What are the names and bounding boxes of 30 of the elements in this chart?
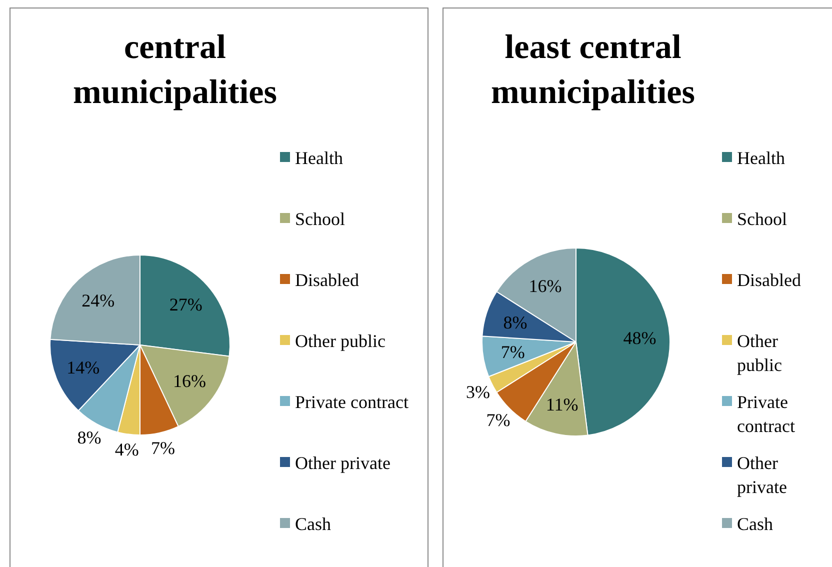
data-label: 8% [503, 312, 528, 332]
data-label: 16% [528, 276, 562, 296]
data-label: 11% [546, 394, 578, 414]
legend-label: Disabled [295, 270, 359, 290]
legend-label: Disabled [737, 270, 801, 290]
legend-label: Cash [737, 514, 773, 534]
legend-label: Health [737, 148, 785, 168]
legend-label: School [737, 209, 788, 229]
data-label: 7% [150, 438, 175, 458]
data-label: 4% [114, 439, 139, 460]
data-label: 7% [500, 342, 525, 362]
legend-label: School [295, 209, 346, 229]
legend-label: Cash [295, 514, 331, 534]
legend-label: Health [295, 148, 343, 168]
legend-label: Other public [737, 331, 782, 375]
data-label: 3% [466, 382, 490, 402]
data-label: 48% [623, 328, 656, 348]
legend-label: Private contract [737, 392, 795, 436]
legend-label: Private contract [295, 392, 408, 412]
legend-label: Other public [295, 331, 386, 351]
legend-label: Other private [737, 453, 787, 497]
data-label: 24% [82, 290, 115, 310]
chart-title: least central municipalities [490, 29, 696, 111]
chart-title: central municipalities [72, 29, 278, 111]
data-label: 7% [486, 410, 510, 430]
data-label: 14% [66, 358, 100, 378]
data-label: 27% [169, 294, 202, 315]
data-label: 8% [77, 427, 102, 448]
legend-label: Other private [295, 453, 390, 473]
data-label: 16% [173, 370, 206, 391]
